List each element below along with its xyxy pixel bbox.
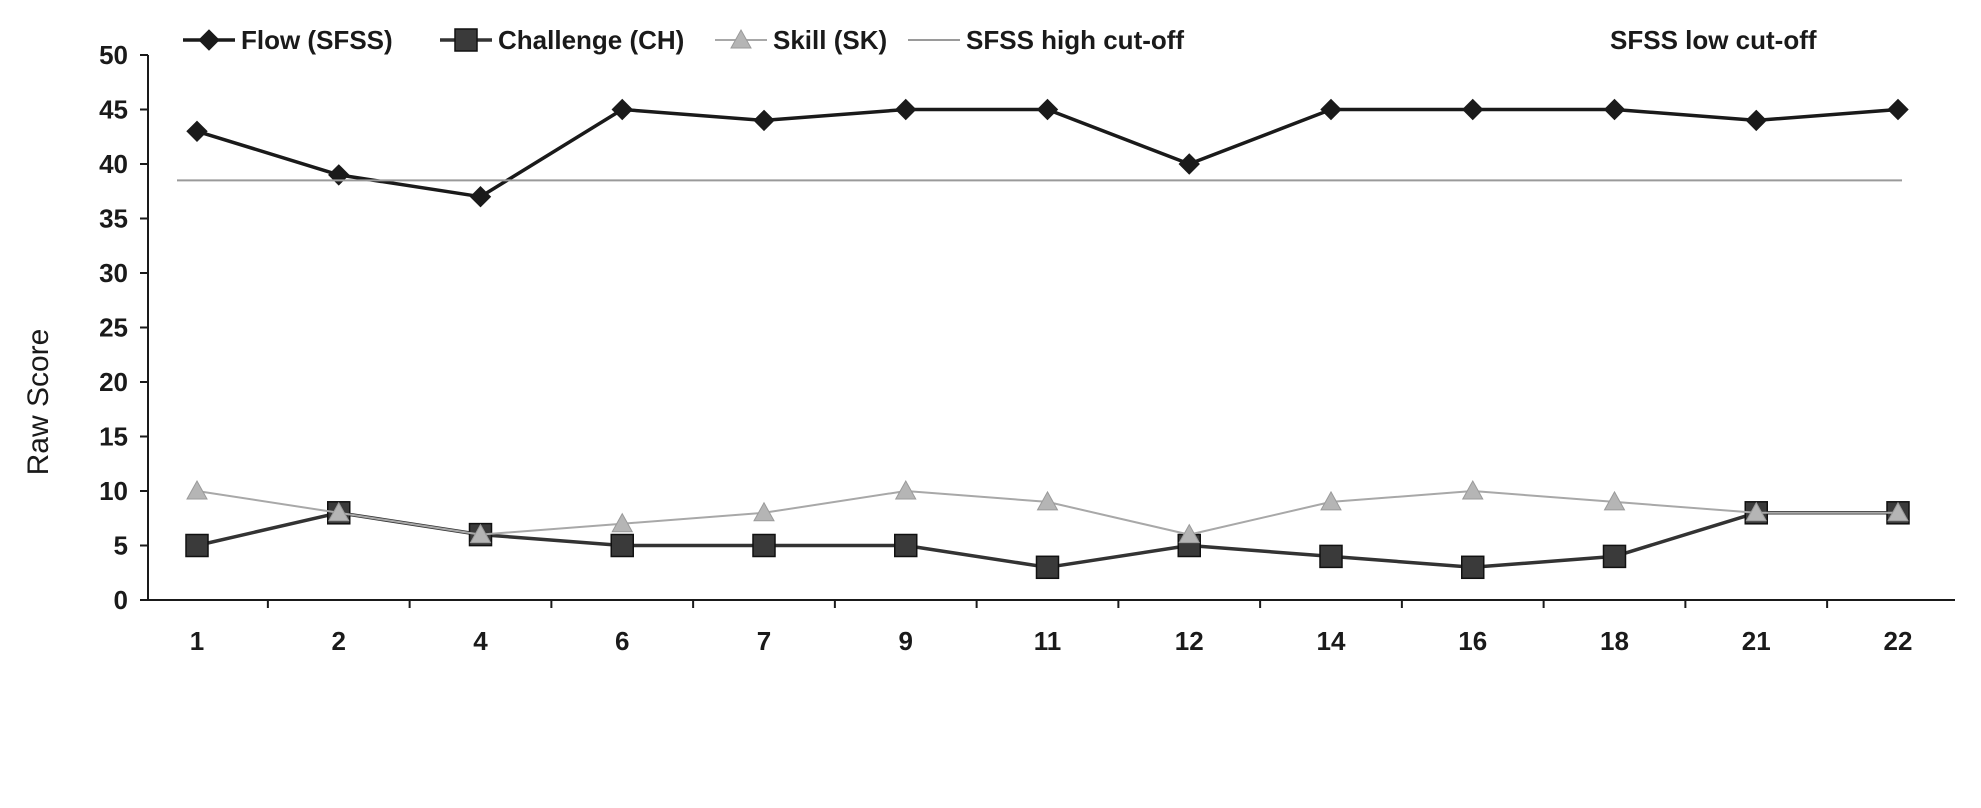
diamond-marker — [1036, 98, 1059, 121]
diamond-marker — [895, 98, 917, 121]
x-tick-label: 2 — [332, 626, 346, 656]
diamond-marker — [469, 185, 492, 208]
square-marker — [1035, 555, 1060, 580]
x-tick-label: 4 — [473, 626, 488, 656]
square-marker — [1461, 555, 1485, 580]
plot-area — [177, 98, 1910, 580]
y-tick-label: 35 — [99, 204, 128, 234]
y-tick-label: 0 — [114, 585, 128, 615]
triangle-marker — [1745, 501, 1768, 522]
series-0 — [186, 98, 1909, 208]
x-tick-label: 6 — [615, 626, 629, 656]
legend-item-1: Challenge (CH) — [440, 25, 684, 55]
diamond-marker — [1745, 109, 1767, 132]
x-tick-label: 7 — [757, 626, 771, 656]
y-tick-label: 10 — [99, 476, 128, 506]
y-axis: 0 5 10 15 20 25 30 35 40 45 50 — [99, 40, 149, 615]
diamond-marker — [753, 109, 775, 132]
x-tick-label: 16 — [1458, 626, 1487, 656]
y-tick-label: 5 — [114, 531, 128, 561]
y-tick-label: 40 — [99, 149, 128, 179]
square-marker — [1319, 544, 1343, 569]
diamond-marker — [198, 29, 220, 51]
diamond-marker — [1462, 98, 1484, 121]
square-marker — [752, 533, 776, 558]
series-1 — [185, 501, 1910, 580]
square-marker — [894, 533, 918, 558]
legend-label: SFSS low cut-off — [1610, 25, 1817, 55]
triangle-marker — [469, 523, 492, 544]
triangle-marker — [730, 28, 752, 49]
y-tick-label: 30 — [99, 258, 128, 288]
triangle-marker — [186, 479, 208, 500]
x-axis: 1 2 4 6 7 9 11 12 14 16 18 21 22 — [148, 599, 1955, 656]
y-tick-label: 45 — [99, 95, 128, 125]
x-tick-label: 9 — [899, 626, 913, 656]
x-tick-label: 1 — [190, 626, 204, 656]
triangle-marker — [1178, 523, 1201, 544]
x-tick-label: 18 — [1600, 626, 1629, 656]
triangle-marker — [1036, 490, 1059, 511]
triangle-marker — [753, 501, 775, 522]
diamond-marker — [611, 98, 633, 121]
series-2 — [186, 479, 1909, 544]
triangle-marker — [327, 501, 350, 522]
legend-label: Skill (SK) — [773, 25, 887, 55]
square-marker — [185, 533, 209, 558]
diamond-marker — [186, 120, 208, 143]
diamond-marker — [1178, 153, 1200, 175]
x-tick-label: 11 — [1034, 626, 1062, 656]
series-line — [196, 107, 1899, 199]
legend-label: Challenge (CH) — [498, 25, 684, 55]
legend-label: Flow (SFSS) — [241, 25, 393, 55]
square-marker — [1602, 544, 1627, 569]
diamond-marker — [328, 164, 350, 186]
y-axis-label: Raw Score — [22, 329, 55, 476]
legend-item-2: Skill (SK) — [715, 25, 887, 55]
square-marker — [610, 533, 634, 558]
y-tick-label: 50 — [99, 40, 128, 70]
y-tick-label: 20 — [99, 367, 128, 397]
diamond-marker — [1887, 98, 1909, 121]
triangle-marker — [894, 479, 917, 500]
triangle-marker — [1461, 479, 1484, 500]
legend-label: SFSS high cut-off — [966, 25, 1184, 55]
x-tick-label: 12 — [1175, 626, 1204, 656]
triangle-marker — [611, 512, 634, 533]
square-marker — [454, 28, 478, 52]
legend-item-4: SFSS low cut-off — [1610, 25, 1817, 55]
x-tick-label: 21 — [1742, 626, 1771, 656]
diamond-marker — [1320, 98, 1342, 121]
triangle-marker — [1603, 490, 1626, 511]
y-tick-label: 15 — [99, 422, 128, 452]
legend-item-0: Flow (SFSS) — [183, 25, 393, 55]
triangle-marker — [1887, 501, 1909, 522]
triangle-marker — [1320, 490, 1342, 511]
y-tick-label: 25 — [99, 313, 128, 343]
x-tick-label: 14 — [1317, 626, 1346, 656]
x-tick-label: 22 — [1884, 626, 1913, 656]
diamond-marker — [1603, 98, 1626, 121]
legend-item-3: SFSS high cut-off — [908, 25, 1184, 55]
legend: Flow (SFSS) Challenge (CH) Skill (SK) SFSS … — [183, 25, 1817, 55]
